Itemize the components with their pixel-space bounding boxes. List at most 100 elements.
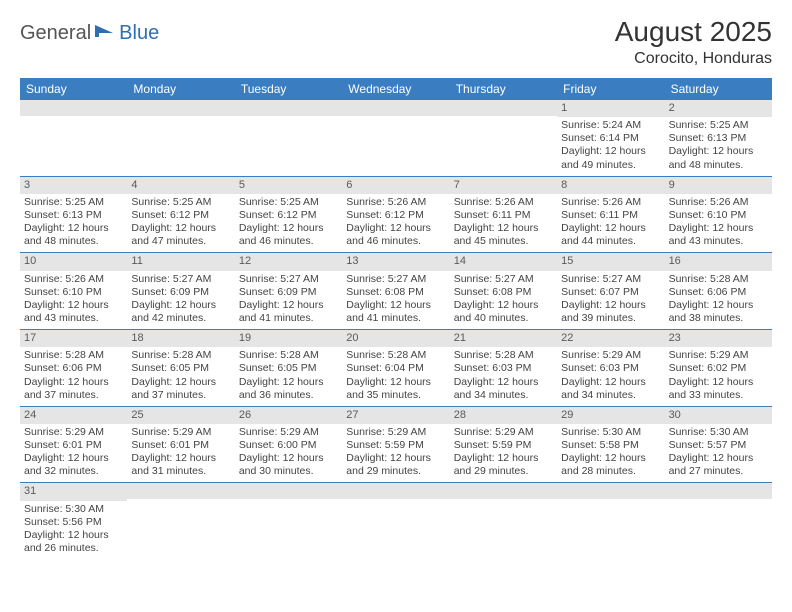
day-content: Sunrise: 5:28 AMSunset: 6:05 PMDaylight:… — [127, 347, 234, 406]
weekday-header: Thursday — [450, 78, 557, 100]
day-number: 11 — [127, 253, 234, 270]
day-content: Sunrise: 5:30 AMSunset: 5:57 PMDaylight:… — [665, 424, 772, 483]
day-cell: 12Sunrise: 5:27 AMSunset: 6:09 PMDayligh… — [235, 253, 342, 329]
day-number: 3 — [20, 177, 127, 194]
week-row: 3Sunrise: 5:25 AMSunset: 6:13 PMDaylight… — [20, 177, 772, 254]
day-content: Sunrise: 5:28 AMSunset: 6:05 PMDaylight:… — [235, 347, 342, 406]
day-cell: 5Sunrise: 5:25 AMSunset: 6:12 PMDaylight… — [235, 177, 342, 253]
day-content: Sunrise: 5:28 AMSunset: 6:06 PMDaylight:… — [20, 347, 127, 406]
empty-day-bar — [557, 483, 664, 499]
day-number: 7 — [450, 177, 557, 194]
weekday-header-row: SundayMondayTuesdayWednesdayThursdayFrid… — [20, 78, 772, 100]
weekday-header: Saturday — [665, 78, 772, 100]
day-content: Sunrise: 5:29 AMSunset: 5:59 PMDaylight:… — [450, 424, 557, 483]
day-cell: 20Sunrise: 5:28 AMSunset: 6:04 PMDayligh… — [342, 330, 449, 406]
day-content: Sunrise: 5:29 AMSunset: 6:02 PMDaylight:… — [665, 347, 772, 406]
day-cell: 17Sunrise: 5:28 AMSunset: 6:06 PMDayligh… — [20, 330, 127, 406]
day-content: Sunrise: 5:25 AMSunset: 6:12 PMDaylight:… — [235, 194, 342, 253]
day-content: Sunrise: 5:29 AMSunset: 6:03 PMDaylight:… — [557, 347, 664, 406]
day-cell — [342, 100, 449, 176]
day-content: Sunrise: 5:30 AMSunset: 5:56 PMDaylight:… — [20, 501, 127, 560]
day-cell: 15Sunrise: 5:27 AMSunset: 6:07 PMDayligh… — [557, 253, 664, 329]
day-cell: 16Sunrise: 5:28 AMSunset: 6:06 PMDayligh… — [665, 253, 772, 329]
day-content: Sunrise: 5:28 AMSunset: 6:03 PMDaylight:… — [450, 347, 557, 406]
header: General Blue August 2025 Corocito, Hondu… — [20, 16, 772, 68]
day-content: Sunrise: 5:26 AMSunset: 6:10 PMDaylight:… — [665, 194, 772, 253]
day-cell: 22Sunrise: 5:29 AMSunset: 6:03 PMDayligh… — [557, 330, 664, 406]
day-cell: 27Sunrise: 5:29 AMSunset: 5:59 PMDayligh… — [342, 407, 449, 483]
day-cell — [235, 483, 342, 559]
day-number: 1 — [557, 100, 664, 117]
empty-day-bar — [235, 483, 342, 499]
logo: General Blue — [20, 16, 159, 45]
day-number: 26 — [235, 407, 342, 424]
day-number: 28 — [450, 407, 557, 424]
day-cell: 21Sunrise: 5:28 AMSunset: 6:03 PMDayligh… — [450, 330, 557, 406]
calendar-page: General Blue August 2025 Corocito, Hondu… — [0, 0, 792, 575]
day-cell: 13Sunrise: 5:27 AMSunset: 6:08 PMDayligh… — [342, 253, 449, 329]
day-content: Sunrise: 5:24 AMSunset: 6:14 PMDaylight:… — [557, 117, 664, 176]
day-cell: 28Sunrise: 5:29 AMSunset: 5:59 PMDayligh… — [450, 407, 557, 483]
day-cell: 10Sunrise: 5:26 AMSunset: 6:10 PMDayligh… — [20, 253, 127, 329]
day-cell: 18Sunrise: 5:28 AMSunset: 6:05 PMDayligh… — [127, 330, 234, 406]
day-content: Sunrise: 5:30 AMSunset: 5:58 PMDaylight:… — [557, 424, 664, 483]
day-number: 5 — [235, 177, 342, 194]
week-row: 1Sunrise: 5:24 AMSunset: 6:14 PMDaylight… — [20, 100, 772, 177]
day-content: Sunrise: 5:29 AMSunset: 6:00 PMDaylight:… — [235, 424, 342, 483]
day-cell: 26Sunrise: 5:29 AMSunset: 6:00 PMDayligh… — [235, 407, 342, 483]
day-number: 20 — [342, 330, 449, 347]
weekday-header: Monday — [127, 78, 234, 100]
day-cell — [20, 100, 127, 176]
week-row: 31Sunrise: 5:30 AMSunset: 5:56 PMDayligh… — [20, 483, 772, 559]
day-number: 22 — [557, 330, 664, 347]
day-number: 18 — [127, 330, 234, 347]
day-number: 31 — [20, 483, 127, 500]
day-cell: 3Sunrise: 5:25 AMSunset: 6:13 PMDaylight… — [20, 177, 127, 253]
day-number: 2 — [665, 100, 772, 117]
day-cell — [665, 483, 772, 559]
day-cell — [127, 483, 234, 559]
day-content: Sunrise: 5:26 AMSunset: 6:11 PMDaylight:… — [557, 194, 664, 253]
day-content: Sunrise: 5:26 AMSunset: 6:12 PMDaylight:… — [342, 194, 449, 253]
day-number: 30 — [665, 407, 772, 424]
day-number: 16 — [665, 253, 772, 270]
day-number: 23 — [665, 330, 772, 347]
day-content: Sunrise: 5:27 AMSunset: 6:08 PMDaylight:… — [450, 271, 557, 330]
day-number: 10 — [20, 253, 127, 270]
day-cell — [235, 100, 342, 176]
day-number: 8 — [557, 177, 664, 194]
day-content: Sunrise: 5:27 AMSunset: 6:08 PMDaylight:… — [342, 271, 449, 330]
day-content: Sunrise: 5:25 AMSunset: 6:13 PMDaylight:… — [20, 194, 127, 253]
empty-day-bar — [127, 100, 234, 116]
empty-day-bar — [20, 100, 127, 116]
day-number: 6 — [342, 177, 449, 194]
day-cell — [450, 483, 557, 559]
day-number: 12 — [235, 253, 342, 270]
empty-day-bar — [235, 100, 342, 116]
day-cell: 14Sunrise: 5:27 AMSunset: 6:08 PMDayligh… — [450, 253, 557, 329]
day-cell: 24Sunrise: 5:29 AMSunset: 6:01 PMDayligh… — [20, 407, 127, 483]
day-cell: 2Sunrise: 5:25 AMSunset: 6:13 PMDaylight… — [665, 100, 772, 176]
logo-text-blue: Blue — [119, 22, 159, 45]
day-number: 19 — [235, 330, 342, 347]
day-number: 29 — [557, 407, 664, 424]
day-cell — [342, 483, 449, 559]
month-title: August 2025 — [615, 16, 772, 48]
week-row: 10Sunrise: 5:26 AMSunset: 6:10 PMDayligh… — [20, 253, 772, 330]
day-content: Sunrise: 5:29 AMSunset: 5:59 PMDaylight:… — [342, 424, 449, 483]
weekday-header: Wednesday — [342, 78, 449, 100]
day-cell: 29Sunrise: 5:30 AMSunset: 5:58 PMDayligh… — [557, 407, 664, 483]
day-content: Sunrise: 5:28 AMSunset: 6:06 PMDaylight:… — [665, 271, 772, 330]
calendar: SundayMondayTuesdayWednesdayThursdayFrid… — [20, 78, 772, 559]
weekday-header: Friday — [557, 78, 664, 100]
day-cell: 31Sunrise: 5:30 AMSunset: 5:56 PMDayligh… — [20, 483, 127, 559]
day-cell: 9Sunrise: 5:26 AMSunset: 6:10 PMDaylight… — [665, 177, 772, 253]
week-row: 17Sunrise: 5:28 AMSunset: 6:06 PMDayligh… — [20, 330, 772, 407]
day-content: Sunrise: 5:26 AMSunset: 6:10 PMDaylight:… — [20, 271, 127, 330]
day-content: Sunrise: 5:26 AMSunset: 6:11 PMDaylight:… — [450, 194, 557, 253]
day-cell: 6Sunrise: 5:26 AMSunset: 6:12 PMDaylight… — [342, 177, 449, 253]
day-number: 21 — [450, 330, 557, 347]
week-row: 24Sunrise: 5:29 AMSunset: 6:01 PMDayligh… — [20, 407, 772, 484]
title-block: August 2025 Corocito, Honduras — [615, 16, 772, 68]
day-cell: 30Sunrise: 5:30 AMSunset: 5:57 PMDayligh… — [665, 407, 772, 483]
